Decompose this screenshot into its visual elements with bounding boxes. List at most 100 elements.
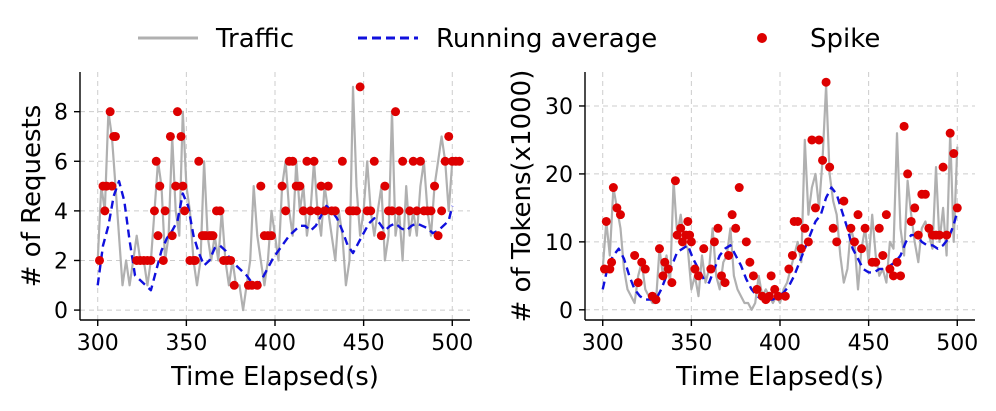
spike-point bbox=[938, 162, 948, 172]
y-axis-label: # of Tokens(x1000) bbox=[507, 70, 537, 323]
spike-point bbox=[685, 230, 695, 240]
spike-point bbox=[654, 244, 664, 254]
spike-point bbox=[155, 181, 165, 191]
spike-point bbox=[713, 223, 723, 233]
spike-point bbox=[178, 181, 188, 191]
spike-point bbox=[878, 250, 888, 260]
spike-point bbox=[686, 237, 696, 247]
spike-point bbox=[151, 156, 161, 166]
spike-point bbox=[608, 183, 618, 193]
spike-point bbox=[693, 271, 703, 281]
x-tick-label: 500 bbox=[936, 331, 978, 356]
spike-point bbox=[899, 121, 909, 131]
y-tick-label: 6 bbox=[54, 150, 68, 175]
spike-point bbox=[408, 156, 418, 166]
spike-point bbox=[766, 271, 776, 281]
spike-point bbox=[832, 237, 842, 247]
spike-point bbox=[440, 156, 450, 166]
x-tick-label: 350 bbox=[670, 331, 712, 356]
spike-point bbox=[412, 206, 422, 216]
spike-point bbox=[949, 149, 959, 159]
spike-point bbox=[828, 223, 838, 233]
x-axis-label: Time Elapsed(s) bbox=[170, 362, 379, 392]
spike-point bbox=[818, 155, 828, 165]
spike-point bbox=[146, 255, 156, 265]
spike-point bbox=[752, 284, 762, 294]
spike-point bbox=[226, 255, 236, 265]
spike-point bbox=[105, 107, 115, 117]
spike-point bbox=[846, 223, 856, 233]
spike-point bbox=[903, 169, 913, 179]
spike-point bbox=[391, 107, 401, 117]
spike-point bbox=[277, 181, 287, 191]
legend-marker-spike bbox=[757, 33, 767, 43]
spike-point bbox=[444, 131, 454, 141]
spike-point bbox=[387, 206, 397, 216]
spike-point bbox=[874, 223, 884, 233]
x-tick-label: 450 bbox=[848, 331, 890, 356]
spike-point bbox=[839, 196, 849, 206]
spike-point bbox=[670, 176, 680, 186]
spike-point bbox=[256, 181, 266, 191]
spike-point bbox=[369, 156, 379, 166]
spike-point bbox=[849, 237, 859, 247]
spike-point bbox=[298, 206, 308, 216]
spike-point bbox=[800, 223, 810, 233]
spike-point bbox=[920, 189, 930, 199]
spike-point bbox=[952, 203, 962, 213]
spike-point bbox=[110, 131, 120, 141]
y-axis-label: # of Requests bbox=[17, 105, 47, 288]
spike-point bbox=[190, 255, 200, 265]
spike-point bbox=[100, 206, 110, 216]
spike-point bbox=[295, 181, 305, 191]
y-tick-label: 0 bbox=[54, 299, 68, 324]
spike-point bbox=[640, 264, 650, 274]
y-tick-label: 4 bbox=[54, 200, 68, 225]
spike-point bbox=[910, 203, 920, 213]
spike-point bbox=[612, 203, 622, 213]
spike-point bbox=[853, 210, 863, 220]
spike-point bbox=[717, 271, 726, 281]
spike-point bbox=[415, 156, 425, 166]
running-average-line bbox=[96, 179, 454, 292]
spike-point bbox=[821, 77, 831, 87]
spike-point bbox=[888, 271, 898, 281]
spike-point bbox=[405, 206, 415, 216]
y-tick-label: 0 bbox=[559, 299, 573, 324]
y-tick-label: 20 bbox=[545, 163, 573, 188]
spike-point bbox=[430, 181, 440, 191]
spike-point bbox=[330, 206, 340, 216]
spike-point bbox=[313, 206, 323, 216]
spike-point bbox=[215, 206, 225, 216]
spike-point bbox=[194, 156, 204, 166]
spike-point bbox=[745, 257, 755, 267]
spike-point bbox=[724, 250, 734, 260]
traffic-line bbox=[601, 84, 959, 311]
spike-point bbox=[935, 230, 945, 240]
spike-point bbox=[316, 181, 326, 191]
spike-point bbox=[709, 237, 719, 247]
spike-point bbox=[814, 135, 824, 145]
spike-point bbox=[630, 250, 640, 260]
spike-point bbox=[825, 162, 835, 172]
spike-point bbox=[426, 206, 436, 216]
spike-point bbox=[355, 82, 365, 92]
spike-point bbox=[810, 203, 820, 213]
spike-point bbox=[660, 257, 670, 267]
spike-point bbox=[288, 156, 298, 166]
spike-point bbox=[376, 231, 386, 241]
y-tick-label: 10 bbox=[545, 231, 573, 256]
spike-point bbox=[892, 257, 902, 267]
spike-point bbox=[158, 255, 168, 265]
spike-point bbox=[860, 223, 870, 233]
spike-point bbox=[672, 230, 682, 240]
spike-point bbox=[787, 250, 797, 260]
spike-point bbox=[667, 278, 677, 288]
spike-point bbox=[305, 206, 315, 216]
spike-point bbox=[942, 230, 952, 240]
spike-point bbox=[699, 244, 709, 254]
spike-point bbox=[302, 156, 312, 166]
x-tick-label: 350 bbox=[165, 331, 207, 356]
